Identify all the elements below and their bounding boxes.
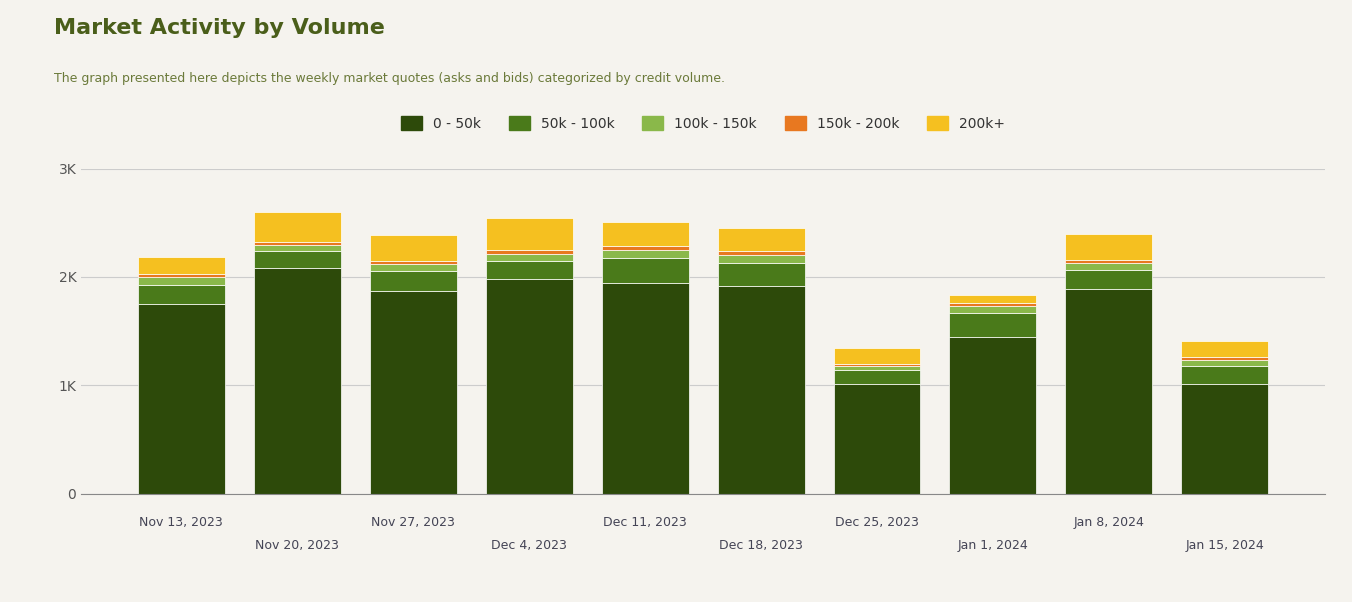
Bar	[254, 246, 341, 252]
Text: Market Activity by Volume: Market Activity by Volume	[54, 18, 385, 38]
Bar	[1182, 384, 1268, 494]
Bar	[1182, 360, 1268, 366]
Bar	[1065, 264, 1152, 270]
Bar	[369, 235, 457, 261]
Bar	[485, 219, 572, 250]
Text: Nov 20, 2023: Nov 20, 2023	[256, 539, 339, 552]
Text: Jan 1, 2024: Jan 1, 2024	[957, 539, 1029, 552]
Bar	[138, 275, 224, 278]
Bar	[138, 258, 224, 275]
Bar	[1065, 289, 1152, 494]
Bar	[602, 246, 688, 250]
Bar	[834, 366, 921, 370]
Text: The graph presented here depicts the weekly market quotes (asks and bids) catego: The graph presented here depicts the wee…	[54, 72, 725, 85]
Bar	[254, 268, 341, 494]
Bar	[602, 250, 688, 258]
Bar	[834, 348, 921, 364]
Bar	[834, 384, 921, 494]
Bar	[949, 306, 1037, 312]
Bar	[485, 261, 572, 279]
Text: Nov 27, 2023: Nov 27, 2023	[372, 517, 456, 529]
Bar	[369, 271, 457, 291]
Bar	[1182, 357, 1268, 360]
Text: Dec 4, 2023: Dec 4, 2023	[491, 539, 566, 552]
Bar	[834, 370, 921, 384]
Bar	[1065, 270, 1152, 289]
Text: Dec 18, 2023: Dec 18, 2023	[719, 539, 803, 552]
Bar	[1182, 366, 1268, 384]
Legend: 0 - 50k, 50k - 100k, 100k - 150k, 150k - 200k, 200k+: 0 - 50k, 50k - 100k, 100k - 150k, 150k -…	[396, 111, 1010, 137]
Bar	[485, 250, 572, 253]
Bar	[718, 285, 804, 494]
Bar	[602, 222, 688, 246]
Bar	[485, 279, 572, 494]
Bar	[138, 278, 224, 285]
Bar	[1065, 234, 1152, 260]
Bar	[949, 295, 1037, 303]
Bar	[254, 212, 341, 242]
Bar	[369, 264, 457, 271]
Bar	[718, 252, 804, 255]
Bar	[602, 284, 688, 494]
Bar	[834, 364, 921, 366]
Bar	[718, 228, 804, 252]
Bar	[369, 261, 457, 264]
Bar	[602, 258, 688, 284]
Bar	[254, 242, 341, 246]
Bar	[718, 255, 804, 263]
Text: Dec 11, 2023: Dec 11, 2023	[603, 517, 687, 529]
Text: Nov 13, 2023: Nov 13, 2023	[139, 517, 223, 529]
Bar	[138, 304, 224, 494]
Bar	[138, 285, 224, 304]
Bar	[949, 303, 1037, 306]
Bar	[1065, 260, 1152, 264]
Bar	[949, 312, 1037, 337]
Bar	[254, 252, 341, 268]
Text: Dec 25, 2023: Dec 25, 2023	[836, 517, 919, 529]
Bar	[1182, 341, 1268, 357]
Text: Jan 8, 2024: Jan 8, 2024	[1073, 517, 1144, 529]
Bar	[949, 337, 1037, 494]
Bar	[369, 291, 457, 494]
Bar	[718, 263, 804, 285]
Text: Jan 15, 2024: Jan 15, 2024	[1186, 539, 1264, 552]
Bar	[485, 253, 572, 261]
